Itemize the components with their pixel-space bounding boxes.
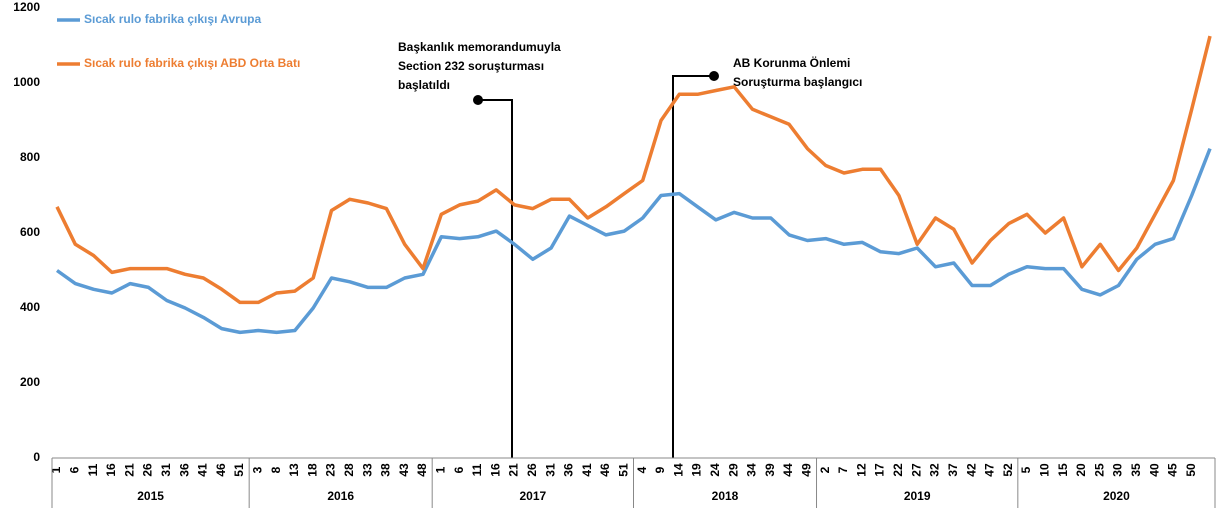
x-tick-label: 49 <box>800 463 814 477</box>
x-tick-label: 35 <box>1129 463 1143 477</box>
x-tick-label: 31 <box>159 463 173 477</box>
x-tick-label: 24 <box>708 463 722 477</box>
x-tick-label: 27 <box>909 463 923 477</box>
x-tick-label: 9 <box>653 466 667 473</box>
legend-label: Sıcak rulo fabrika çıkışı ABD Orta Batı <box>84 56 300 70</box>
x-tick-label: 21 <box>507 463 521 477</box>
x-tick-label: 41 <box>196 463 210 477</box>
x-tick-label: 25 <box>1092 463 1106 477</box>
x-tick-label: 38 <box>379 463 393 477</box>
x-tick-label: 26 <box>141 463 155 477</box>
annotation-text: başlatıldı <box>398 78 450 92</box>
x-tick-label: 40 <box>1147 463 1161 477</box>
x-tick-label: 29 <box>726 463 740 477</box>
x-tick-label: 16 <box>488 463 502 477</box>
x-tick-label: 36 <box>562 463 576 477</box>
annotation-text: Section 232 soruşturması <box>398 59 544 73</box>
group-label: 2015 <box>137 489 164 503</box>
group-label: 2017 <box>519 489 546 503</box>
y-tick-label: 600 <box>20 225 40 239</box>
x-tick-label: 22 <box>891 463 905 477</box>
y-tick-label: 1000 <box>13 75 40 89</box>
y-tick-label: 200 <box>20 375 40 389</box>
series-line <box>55 35 1212 305</box>
x-tick-label: 39 <box>763 463 777 477</box>
x-tick-label: 51 <box>617 463 631 477</box>
group-label: 2020 <box>1103 489 1130 503</box>
x-tick-label: 33 <box>360 463 374 477</box>
y-tick-label: 0 <box>33 450 40 464</box>
group-label: 2019 <box>904 489 931 503</box>
annotation-text: Soruşturma başlangıcı <box>733 75 862 89</box>
x-tick-label: 1 <box>434 466 448 473</box>
x-tick-label: 13 <box>287 463 301 477</box>
x-tick-label: 52 <box>1001 463 1015 477</box>
annotation-text: Başkanlık memorandumuyla <box>398 40 561 54</box>
annotation-leader <box>672 75 714 458</box>
x-tick-label: 11 <box>86 463 100 476</box>
x-tick-label: 4 <box>635 466 649 473</box>
x-tick-label: 3 <box>250 466 264 473</box>
x-tick-label: 21 <box>122 463 136 477</box>
annotation-2: AB Korunma Önlemi Soruşturma başlangıcı <box>672 55 862 458</box>
x-tick-label: 26 <box>525 463 539 477</box>
annotation-1: Başkanlık memorandumuyla Section 232 sor… <box>398 40 561 458</box>
x-tick-label: 20 <box>1074 463 1088 477</box>
y-tick-label: 400 <box>20 300 40 314</box>
x-tick-label: 1 <box>49 466 63 473</box>
x-tick-label: 30 <box>1111 463 1125 477</box>
x-tick-label: 5 <box>1019 466 1033 473</box>
legend-label: Sıcak rulo fabrika çıkışı Avrupa <box>84 12 262 26</box>
x-tick-label: 44 <box>781 463 795 477</box>
x-tick-label: 14 <box>671 463 685 477</box>
x-tick-label: 48 <box>415 463 429 477</box>
x-tick-label: 46 <box>598 463 612 477</box>
y-tick-label: 1200 <box>13 0 40 14</box>
x-tick-label: 19 <box>690 463 704 477</box>
x-tick-label: 16 <box>104 463 118 477</box>
x-tick-label: 10 <box>1037 463 1051 477</box>
x-tick-label: 46 <box>214 463 228 477</box>
x-tick-label: 43 <box>397 463 411 477</box>
x-tick-label: 51 <box>232 463 246 477</box>
x-tick-label: 45 <box>1166 463 1180 477</box>
x-tick-label: 23 <box>324 463 338 477</box>
y-tick-label: 800 <box>20 150 40 164</box>
x-tick-label: 47 <box>983 463 997 477</box>
x-tick-label: 11 <box>470 463 484 476</box>
x-tick-label: 42 <box>964 463 978 477</box>
series-line <box>55 147 1212 335</box>
annotation-text: AB Korunma Önlemi <box>733 55 850 70</box>
x-tick-label: 6 <box>452 466 466 473</box>
x-tick-label: 8 <box>269 466 283 473</box>
x-tick-label: 41 <box>580 463 594 477</box>
x-tick-label: 17 <box>873 463 887 477</box>
annotation-leader <box>478 99 513 458</box>
x-tick-label: 50 <box>1184 463 1198 477</box>
x-tick-label: 18 <box>305 463 319 477</box>
x-tick-label: 34 <box>745 463 759 477</box>
x-tick-label: 32 <box>928 463 942 477</box>
x-tick-label: 7 <box>836 466 850 473</box>
x-tick-label: 36 <box>177 463 191 477</box>
annotation-dot <box>473 95 483 105</box>
x-tick-label: 37 <box>946 463 960 477</box>
x-tick-label: 6 <box>67 466 81 473</box>
x-tick-label: 28 <box>342 463 356 477</box>
x-tick-label: 2 <box>818 466 832 473</box>
group-label: 2018 <box>712 489 739 503</box>
x-tick-label: 31 <box>543 463 557 477</box>
annotation-dot <box>709 71 719 81</box>
x-tick-label: 12 <box>854 463 868 477</box>
x-tick-label: 15 <box>1056 463 1070 477</box>
group-label: 2016 <box>327 489 354 503</box>
